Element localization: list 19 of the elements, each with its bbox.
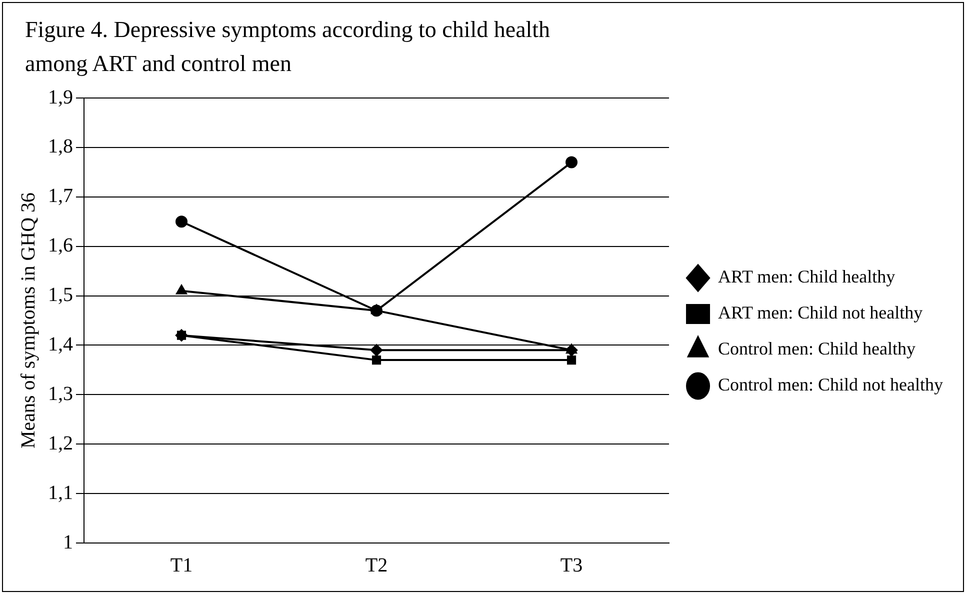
y-tick-label: 1,2 — [48, 432, 73, 454]
x-tick-label: T2 — [365, 554, 388, 576]
y-tick-label: 1,6 — [48, 234, 73, 257]
y-tick-label: 1,9 — [48, 86, 73, 108]
y-axis-title: Means of symptoms in GHQ 36 — [17, 192, 40, 449]
y-tick-label: 1,3 — [48, 382, 73, 405]
legend-label: ART men: Child healthy — [718, 266, 896, 287]
y-tick-label: 1,8 — [48, 136, 73, 158]
legend-label: Control men: Child healthy — [718, 338, 916, 359]
x-tick-label: T3 — [560, 554, 583, 576]
y-tick-label: 1 — [63, 531, 73, 554]
legend-label: ART men: Child not healthy — [718, 302, 923, 323]
x-tick-label: T1 — [170, 554, 193, 576]
chart-title: Figure 4. Depressive symptoms according to child health among ART and control men — [25, 16, 552, 78]
y-tick-label: 1,1 — [48, 482, 73, 504]
legend-label: Control men: Child not healthy — [718, 374, 943, 395]
y-tick-label: 1,4 — [48, 333, 73, 356]
y-tick-label: 1,5 — [48, 284, 73, 306]
y-tick-label: 1,7 — [48, 185, 73, 208]
